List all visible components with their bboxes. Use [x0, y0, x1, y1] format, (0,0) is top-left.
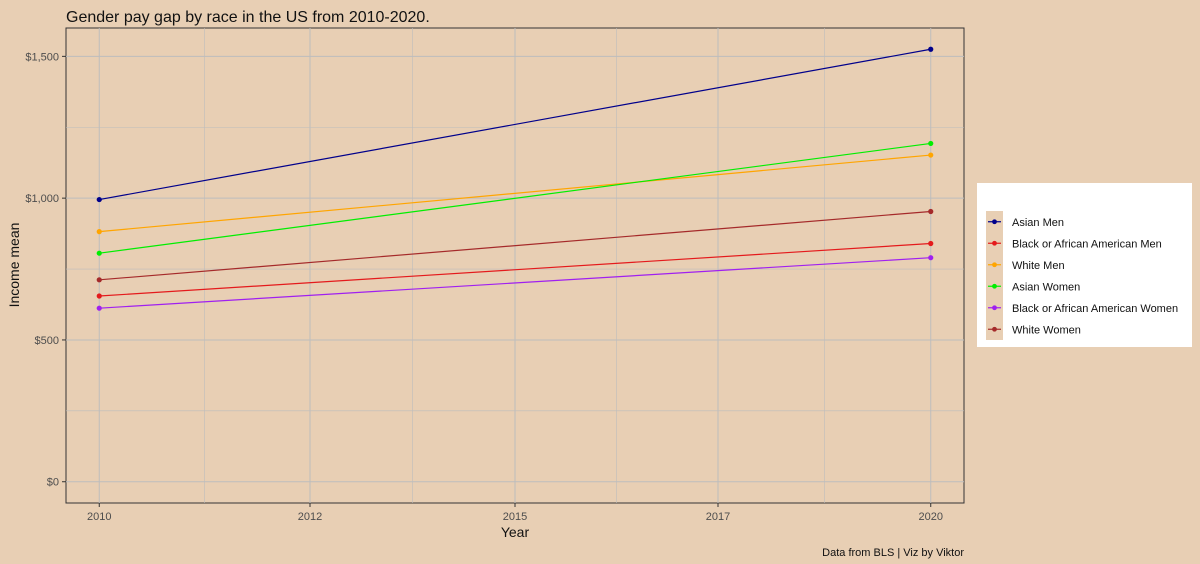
- series-line-white-women: [99, 210, 931, 281]
- data-point-asian-men: [928, 46, 934, 52]
- data-point-white-women: [928, 208, 934, 215]
- x-tick-label: 2012: [298, 511, 322, 523]
- legend-key-point-white-men: [992, 262, 997, 268]
- legend-label-white-women: White Women: [1012, 324, 1081, 336]
- y-tick-label: $1,500: [25, 51, 59, 63]
- legend-label-white-men: White Men: [1012, 260, 1065, 272]
- data-point-white-men: [928, 152, 934, 158]
- series-lines: [96, 46, 934, 311]
- data-point-asian-women: [96, 250, 102, 256]
- data-point-black-or-african-american-women: [928, 255, 934, 261]
- chart-title: Gender pay gap by race in the US from 20…: [66, 9, 430, 26]
- legend-label-black-or-african-american-men: Black or African American Men: [1012, 238, 1162, 250]
- x-tick-label: 2020: [918, 511, 942, 523]
- legend-label-asian-men: Asian Men: [1012, 217, 1064, 229]
- y-axis-ticks: $0 $500 $1,000 $1,500: [25, 51, 66, 489]
- data-point-black-or-african-american-men: [928, 240, 934, 247]
- series-line-asian-women: [99, 142, 931, 254]
- legend-label-asian-women: Asian Women: [1012, 281, 1080, 293]
- grid-lines: [66, 28, 964, 503]
- legend-key-point-white-women: [992, 326, 997, 332]
- x-tick-label: 2015: [503, 511, 527, 523]
- legend-key-point-black-or-african-american-men: [992, 240, 997, 246]
- y-axis-title: Income mean: [6, 223, 22, 308]
- x-axis-ticks: 2010 2012 2015 2017 2020: [87, 503, 943, 523]
- x-axis-title: Year: [501, 524, 530, 540]
- legend: Asian Men Black or African American Men Wh…: [977, 183, 1192, 347]
- series-line-white-men: [99, 154, 931, 233]
- legend-box: [977, 183, 1192, 347]
- x-tick-label: 2010: [87, 511, 111, 523]
- data-point-black-or-african-american-men: [96, 293, 102, 299]
- y-tick-label: $1,000: [25, 193, 59, 205]
- series-line-black-or-african-american-women: [99, 257, 931, 309]
- legend-key-point-asian-women: [992, 283, 997, 289]
- data-point-asian-men: [96, 196, 102, 203]
- caption: Data from BLS | Viz by Viktor: [822, 547, 964, 559]
- data-point-black-or-african-american-women: [96, 305, 102, 311]
- series-line-asian-men: [99, 48, 931, 201]
- y-tick-label: $0: [47, 477, 59, 489]
- y-tick-label: $500: [35, 335, 59, 347]
- series-line-black-or-african-american-men: [99, 242, 931, 297]
- x-tick-label: 2017: [706, 511, 730, 523]
- data-point-white-women: [96, 277, 102, 283]
- legend-label-black-or-african-american-women: Black or African American Women: [1012, 303, 1178, 315]
- data-point-asian-women: [928, 140, 934, 147]
- data-point-white-men: [96, 229, 102, 235]
- legend-key-point-asian-men: [992, 219, 997, 225]
- legend-key-point-black-or-african-american-women: [992, 305, 997, 311]
